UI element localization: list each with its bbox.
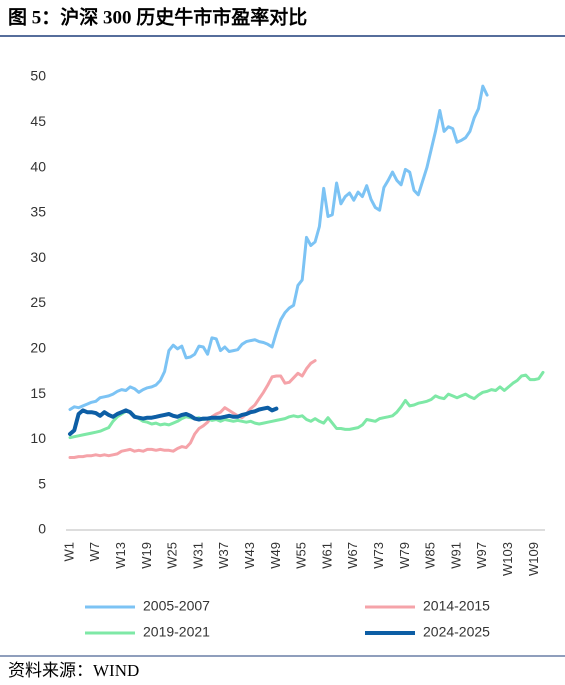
x-tick-label: W25 xyxy=(165,542,180,569)
x-tick-label: W67 xyxy=(345,542,360,569)
series-line xyxy=(68,84,489,411)
y-tick-label: 0 xyxy=(38,521,46,537)
x-tick-label: W109 xyxy=(526,542,541,576)
x-tick-label: W61 xyxy=(319,542,334,569)
legend-label: 2024-2025 xyxy=(423,624,490,640)
chart-title: 图 5：沪深 300 历史牛市市盈率对比 xyxy=(8,5,307,28)
y-tick-label: 40 xyxy=(30,158,46,174)
x-tick-label: W37 xyxy=(216,542,231,569)
x-tick-label: W19 xyxy=(139,542,154,569)
x-tick-label: W31 xyxy=(190,542,205,569)
x-tick-label: W55 xyxy=(294,542,309,569)
series-line xyxy=(68,405,279,436)
y-tick-label: 25 xyxy=(30,294,46,310)
x-tick-label: W79 xyxy=(397,542,412,569)
x-tick-label: W43 xyxy=(242,542,257,569)
x-tick-label: W91 xyxy=(448,542,463,569)
y-tick-label: 5 xyxy=(38,475,46,491)
y-tick-label: 15 xyxy=(30,385,46,401)
x-tick-label: W13 xyxy=(113,542,128,569)
series-line xyxy=(68,359,317,459)
y-tick-label: 10 xyxy=(30,430,46,446)
legend-label: 2019-2021 xyxy=(143,624,210,640)
x-tick-label: W49 xyxy=(268,542,283,569)
x-tick-label: W73 xyxy=(371,542,386,569)
x-tick-label: W103 xyxy=(500,542,515,576)
x-tick-label: W85 xyxy=(423,542,438,569)
source: 资料来源：WIND xyxy=(8,661,139,680)
y-tick-label: 45 xyxy=(30,113,46,129)
legend-label: 2014-2015 xyxy=(423,598,490,614)
y-tick-label: 30 xyxy=(30,249,46,265)
y-tick-label: 35 xyxy=(30,204,46,220)
series-line xyxy=(68,370,545,440)
y-tick-label: 50 xyxy=(30,68,46,84)
y-tick-label: 20 xyxy=(30,340,46,356)
x-tick-label: W1 xyxy=(61,542,76,562)
x-tick-label: W97 xyxy=(474,542,489,569)
legend-label: 2005-2007 xyxy=(143,598,210,614)
x-tick-label: W7 xyxy=(87,542,102,562)
